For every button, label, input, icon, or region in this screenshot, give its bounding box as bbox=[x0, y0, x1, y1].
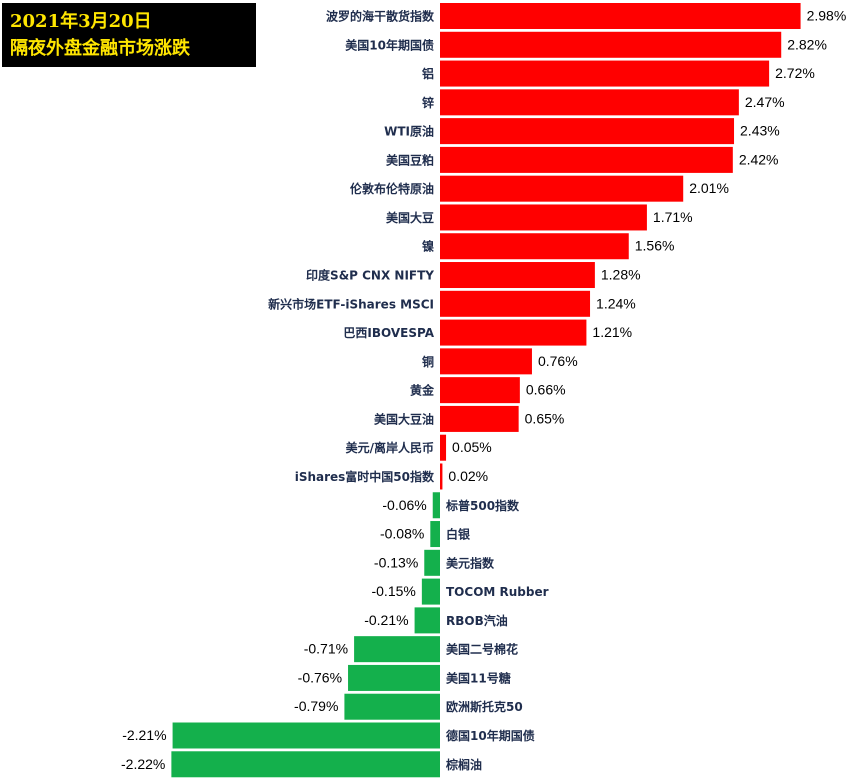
category-label: 白银 bbox=[446, 527, 471, 542]
category-label: 美国豆粕 bbox=[386, 152, 434, 167]
value-label: 1.24% bbox=[596, 295, 636, 311]
bar bbox=[440, 233, 629, 260]
category-label: 新兴市场ETF-iShares MSCI bbox=[268, 296, 434, 311]
category-label: iShares富时中国50指数 bbox=[295, 469, 435, 484]
value-label: -0.71% bbox=[304, 641, 348, 657]
value-label: -0.13% bbox=[374, 554, 418, 570]
value-label: 1.56% bbox=[635, 238, 675, 254]
value-label: 1.28% bbox=[601, 267, 641, 283]
bar bbox=[354, 636, 440, 663]
category-label: RBOB汽油 bbox=[446, 613, 508, 628]
category-label: 美国二号棉花 bbox=[446, 642, 518, 657]
category-label: TOCOM Rubber bbox=[446, 585, 549, 599]
bar bbox=[440, 405, 519, 432]
category-label: 欧洲斯托克50 bbox=[446, 699, 523, 714]
category-label: 美国11号糖 bbox=[446, 670, 511, 685]
bar bbox=[432, 492, 440, 519]
value-label: 2.82% bbox=[787, 36, 827, 52]
value-label: 2.01% bbox=[689, 180, 729, 196]
bar bbox=[348, 664, 440, 691]
bar bbox=[440, 89, 739, 116]
category-label: 印度S&P CNX NIFTY bbox=[306, 268, 434, 283]
category-label: 美国10年期国债 bbox=[345, 37, 434, 52]
value-label: -0.15% bbox=[371, 583, 415, 599]
bar bbox=[440, 290, 591, 317]
value-label: 0.05% bbox=[452, 439, 492, 455]
bar bbox=[344, 693, 440, 720]
category-label: 铜 bbox=[422, 354, 434, 369]
value-label: -0.08% bbox=[380, 526, 424, 542]
bar bbox=[421, 578, 440, 605]
category-label: 标普500指数 bbox=[445, 498, 520, 513]
bar bbox=[171, 751, 440, 778]
value-label: -0.06% bbox=[382, 497, 426, 513]
value-label: -0.76% bbox=[298, 669, 342, 685]
category-label: WTI原油 bbox=[384, 124, 434, 139]
category-label: 美国大豆油 bbox=[374, 411, 434, 426]
value-label: 2.42% bbox=[739, 151, 779, 167]
category-label: 锌 bbox=[422, 95, 434, 110]
chart-title-box: 2021年3月20日 隔夜外盘金融市场涨跌 bbox=[2, 3, 256, 67]
title-text: 隔夜外盘金融市场涨跌 bbox=[10, 38, 190, 59]
category-label: 德国10年期国债 bbox=[446, 728, 535, 743]
value-label: 2.72% bbox=[775, 65, 815, 81]
title-date: 2021年3月20日 bbox=[10, 11, 152, 32]
value-label: -0.79% bbox=[294, 698, 338, 714]
bar bbox=[440, 31, 782, 58]
category-label: 美元/离岸人民币 bbox=[346, 440, 434, 455]
category-label: 铝 bbox=[422, 66, 434, 81]
category-label: 伦敦布伦特原油 bbox=[350, 181, 434, 196]
bar bbox=[440, 377, 520, 404]
category-label: 波罗的海干散货指数 bbox=[326, 9, 435, 24]
bar bbox=[172, 722, 440, 749]
value-label: 2.43% bbox=[740, 123, 780, 139]
value-label: -2.21% bbox=[122, 727, 166, 743]
bar bbox=[440, 204, 647, 231]
bar bbox=[440, 434, 447, 461]
value-label: 0.65% bbox=[525, 410, 565, 426]
value-label: 0.76% bbox=[538, 353, 578, 369]
value-label: 0.02% bbox=[448, 468, 488, 484]
category-label: 黄金 bbox=[410, 383, 435, 398]
category-label: 美元指数 bbox=[446, 555, 495, 570]
bar bbox=[440, 60, 770, 87]
value-label: -2.22% bbox=[121, 756, 165, 772]
value-label: -0.21% bbox=[364, 612, 408, 628]
bar bbox=[440, 463, 443, 490]
category-label: 镍 bbox=[422, 239, 434, 254]
category-label: 棕榈油 bbox=[445, 757, 482, 772]
value-label: 1.21% bbox=[592, 324, 632, 340]
bar bbox=[440, 348, 532, 375]
bar bbox=[440, 3, 801, 29]
bar bbox=[440, 118, 735, 145]
bar bbox=[440, 175, 684, 202]
value-label: 2.98% bbox=[807, 8, 847, 24]
bar bbox=[414, 607, 440, 634]
bar bbox=[430, 521, 440, 548]
value-label: 2.47% bbox=[745, 94, 785, 110]
bar bbox=[440, 146, 733, 173]
category-label: 巴西IBOVESPA bbox=[343, 326, 434, 340]
bar bbox=[440, 262, 595, 289]
category-label: 美国大豆 bbox=[386, 210, 434, 225]
bar bbox=[424, 549, 440, 576]
bar bbox=[440, 319, 587, 346]
value-label: 1.71% bbox=[653, 209, 693, 225]
value-label: 0.66% bbox=[526, 382, 566, 398]
